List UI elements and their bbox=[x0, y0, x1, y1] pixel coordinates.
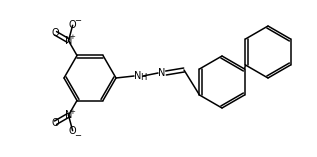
Text: H: H bbox=[140, 73, 146, 82]
Text: O: O bbox=[52, 28, 59, 38]
Text: N: N bbox=[158, 68, 166, 78]
Text: O: O bbox=[69, 20, 76, 30]
Text: +: + bbox=[69, 109, 75, 115]
Text: N: N bbox=[134, 71, 142, 81]
Text: N: N bbox=[65, 110, 72, 120]
Text: O: O bbox=[52, 118, 59, 128]
Text: −: − bbox=[74, 16, 81, 25]
Text: O: O bbox=[69, 126, 76, 136]
Text: N: N bbox=[65, 36, 72, 46]
Text: +: + bbox=[69, 34, 75, 40]
Text: −: − bbox=[74, 131, 81, 140]
